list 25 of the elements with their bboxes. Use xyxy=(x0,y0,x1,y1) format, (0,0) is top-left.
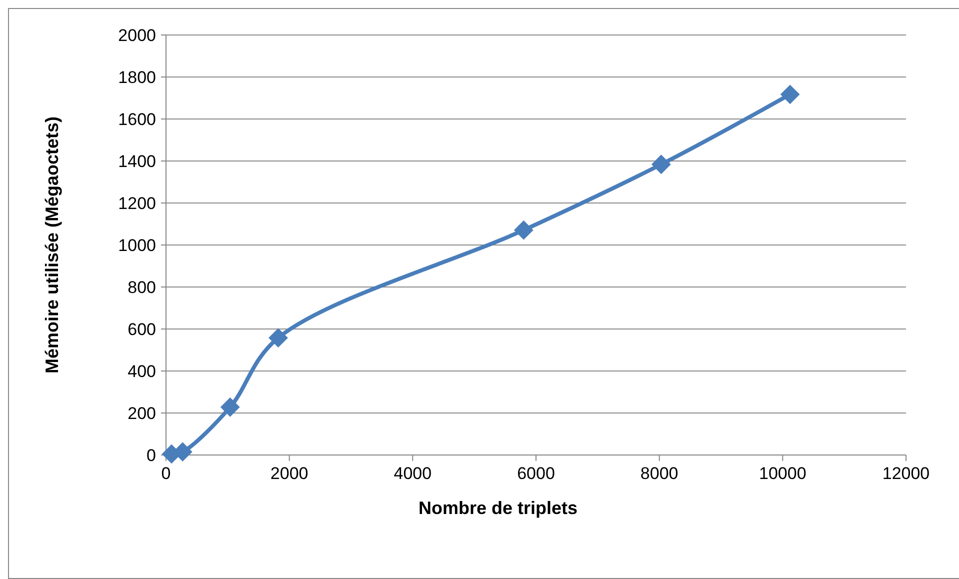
x-tick-label: 0 xyxy=(161,464,171,483)
y-tick-label: 2000 xyxy=(118,26,156,45)
point xyxy=(652,154,671,174)
y-tick-label: 1600 xyxy=(118,110,156,129)
y-tick-label: 600 xyxy=(128,320,156,339)
x-tick-label: 12000 xyxy=(882,464,930,483)
x-tick-label: 2000 xyxy=(270,464,308,483)
x-tick-label: 10000 xyxy=(759,464,806,483)
y-tick-label: 800 xyxy=(128,278,156,297)
y-tick-label: 1800 xyxy=(118,68,156,87)
y-axis-title: Mémoire utilisée (Mégaoctets) xyxy=(42,116,62,374)
point xyxy=(514,220,534,240)
y-tick-label: 1000 xyxy=(118,236,156,255)
point xyxy=(220,398,240,417)
x-axis-title: Nombre de triplets xyxy=(418,498,578,518)
y-tick-label: 1400 xyxy=(118,152,156,171)
x-tick-label: 6000 xyxy=(517,464,555,483)
y-tick-label: 1200 xyxy=(118,194,156,213)
y-tick-label: 400 xyxy=(128,362,156,381)
point xyxy=(268,328,288,348)
y-tick-label: 0 xyxy=(146,446,156,465)
x-tick-label: 4000 xyxy=(394,464,432,483)
point xyxy=(780,84,800,104)
y-tick-label: 200 xyxy=(128,404,156,423)
x-tick-label: 8000 xyxy=(640,464,678,483)
